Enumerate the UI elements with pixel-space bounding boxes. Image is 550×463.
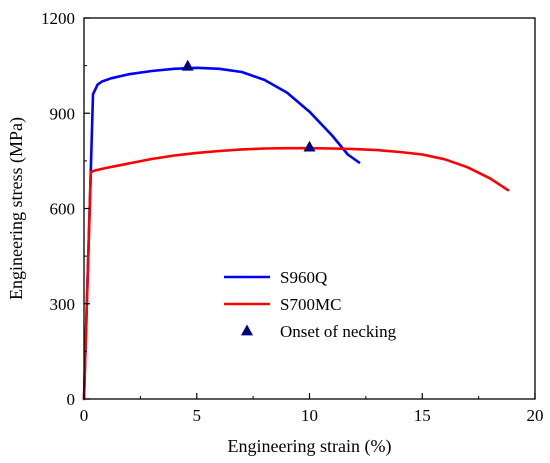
legend-label-s700mc: S700MC (280, 295, 341, 314)
series-line-s960q (82, 66, 361, 401)
y-tick-label: 300 (50, 295, 76, 314)
series-line-s700mc (82, 146, 510, 401)
x-axis-ticks: 0 5 10 15 20 (80, 393, 544, 425)
legend: S960Q S700MC Onset of necking (224, 268, 397, 341)
x-tick-label: 5 (193, 406, 202, 425)
y-axis-ticks: 0 300 600 900 1200 (41, 9, 90, 409)
x-tick-label: 15 (414, 406, 431, 425)
plot-frame (83, 17, 536, 400)
x-tick-label: 10 (301, 406, 318, 425)
legend-marker-necking (241, 324, 253, 336)
y-axis-label: Engineering stress (MPa) (6, 117, 27, 300)
x-axis-label: Engineering strain (%) (228, 436, 392, 457)
plot-layer (82, 59, 510, 401)
necking-marker (181, 59, 194, 71)
y-tick-label: 1200 (41, 9, 75, 28)
y-tick-label: 900 (50, 104, 76, 123)
legend-label-necking: Onset of necking (280, 322, 397, 341)
x-tick-label: 20 (527, 406, 544, 425)
y-tick-label: 600 (50, 200, 76, 219)
x-tick-label: 0 (80, 406, 89, 425)
y-tick-label: 0 (67, 390, 76, 409)
necking-marker (303, 140, 316, 152)
legend-label-s960q: S960Q (280, 268, 327, 287)
